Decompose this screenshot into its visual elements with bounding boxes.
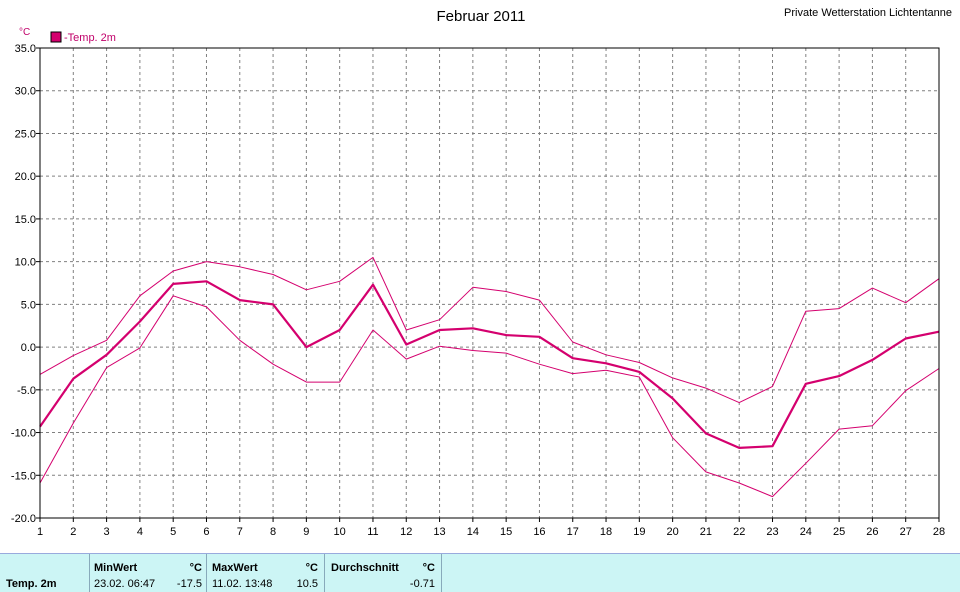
stats-divider <box>206 554 207 592</box>
x-tick-label: 6 <box>203 526 209 538</box>
x-tick-label: 10 <box>334 526 346 538</box>
y-tick-label: -10.0 <box>11 428 36 440</box>
x-tick-label: 12 <box>400 526 412 538</box>
x-tick-label: 7 <box>237 526 243 538</box>
plot-frame <box>39 47 940 519</box>
x-tick-label: 19 <box>633 526 645 538</box>
x-tick-label: 9 <box>303 526 309 538</box>
y-unit-label: °C <box>19 27 30 38</box>
x-tick-label: 25 <box>833 526 845 538</box>
y-tick-label: -20.0 <box>11 513 36 525</box>
x-tick-label: 22 <box>733 526 745 538</box>
min-value: -17.5 <box>176 578 202 590</box>
max-value: 10.5 <box>296 578 318 590</box>
x-tick-label: 1 <box>37 526 43 538</box>
y-axis-ticks: 35.0 30.0 25.0 20.0 15.0 10.0 5.0 0.0 -5.0 -10.0 -… <box>11 43 40 525</box>
max-unit: °C <box>305 562 318 574</box>
temperature-chart: Februar 2011 Private Wetterstation Licht… <box>11 7 952 538</box>
x-tick-label: 11 <box>367 526 378 538</box>
x-tick-label: 26 <box>866 526 878 538</box>
series-line-2 <box>39 256 940 404</box>
x-tick-label: 8 <box>270 526 276 538</box>
statistics-bar: Temp. 2m MinWert °C 23.02. 06:47 -17.5 M… <box>0 553 960 592</box>
x-tick-label: 14 <box>467 526 479 538</box>
x-tick-label: 2 <box>70 526 76 538</box>
y-tick-label: -15.0 <box>11 470 36 482</box>
avg-header: Durchschnitt <box>331 562 399 574</box>
x-tick-label: 17 <box>567 526 579 538</box>
stats-divider <box>441 554 442 592</box>
y-tick-label: 20.0 <box>15 171 36 183</box>
legend-swatch <box>50 31 62 43</box>
station-name: Private Wetterstation Lichtentanne <box>784 7 952 19</box>
y-tick-label: 5.0 <box>21 299 36 311</box>
x-tick-label: 18 <box>600 526 612 538</box>
min-unit: °C <box>189 562 202 574</box>
stats-row-cell: Temp. 2m <box>6 554 86 592</box>
legend-label: -Temp. 2m <box>64 32 116 44</box>
avg-unit: °C <box>422 562 435 574</box>
min-time: 23.02. 06:47 <box>94 578 156 590</box>
series-lines <box>39 256 940 498</box>
average-cell: Durchschnitt °C -0.71 <box>331 554 435 592</box>
y-tick-label: 35.0 <box>15 43 36 55</box>
legend: -Temp. 2m <box>50 31 116 44</box>
y-tick-label: 25.0 <box>15 128 36 140</box>
min-value-cell: MinWert °C 23.02. 06:47 -17.5 <box>94 554 202 592</box>
grid <box>40 48 939 518</box>
x-tick-label: 16 <box>533 526 545 538</box>
min-header: MinWert <box>94 562 138 574</box>
x-axis-ticks: 1 2 3 4 5 6 7 8 9 10 11 12 13 14 15 16 17 18 19 20 21 22 23 24 2… <box>37 518 945 538</box>
x-tick-label: 23 <box>766 526 778 538</box>
x-tick-label: 27 <box>900 526 912 538</box>
max-value-cell: MaxWert °C 11.02. 13:48 10.5 <box>212 554 318 592</box>
x-tick-label: 3 <box>104 526 110 538</box>
max-header: MaxWert <box>212 562 258 574</box>
stats-divider <box>324 554 325 592</box>
series-line-3 <box>39 295 940 498</box>
y-tick-label: 15.0 <box>15 214 36 226</box>
y-tick-label: 10.0 <box>15 257 36 269</box>
x-tick-label: 24 <box>800 526 812 538</box>
series-line-1 <box>39 280 940 449</box>
x-tick-label: 5 <box>170 526 176 538</box>
x-tick-label: 15 <box>500 526 512 538</box>
x-tick-label: 28 <box>933 526 945 538</box>
x-tick-label: 13 <box>433 526 445 538</box>
stats-divider <box>89 554 90 592</box>
stats-row-label: Temp. 2m <box>6 578 57 590</box>
avg-value: -0.71 <box>409 578 435 590</box>
y-tick-label: 30.0 <box>15 86 36 98</box>
x-tick-label: 20 <box>667 526 679 538</box>
y-tick-label: -5.0 <box>17 385 36 397</box>
chart-title: Februar 2011 <box>437 8 526 25</box>
x-tick-label: 21 <box>700 526 712 538</box>
x-tick-label: 4 <box>137 526 143 538</box>
y-tick-label: 0.0 <box>21 342 36 354</box>
max-time: 11.02. 13:48 <box>212 578 273 590</box>
